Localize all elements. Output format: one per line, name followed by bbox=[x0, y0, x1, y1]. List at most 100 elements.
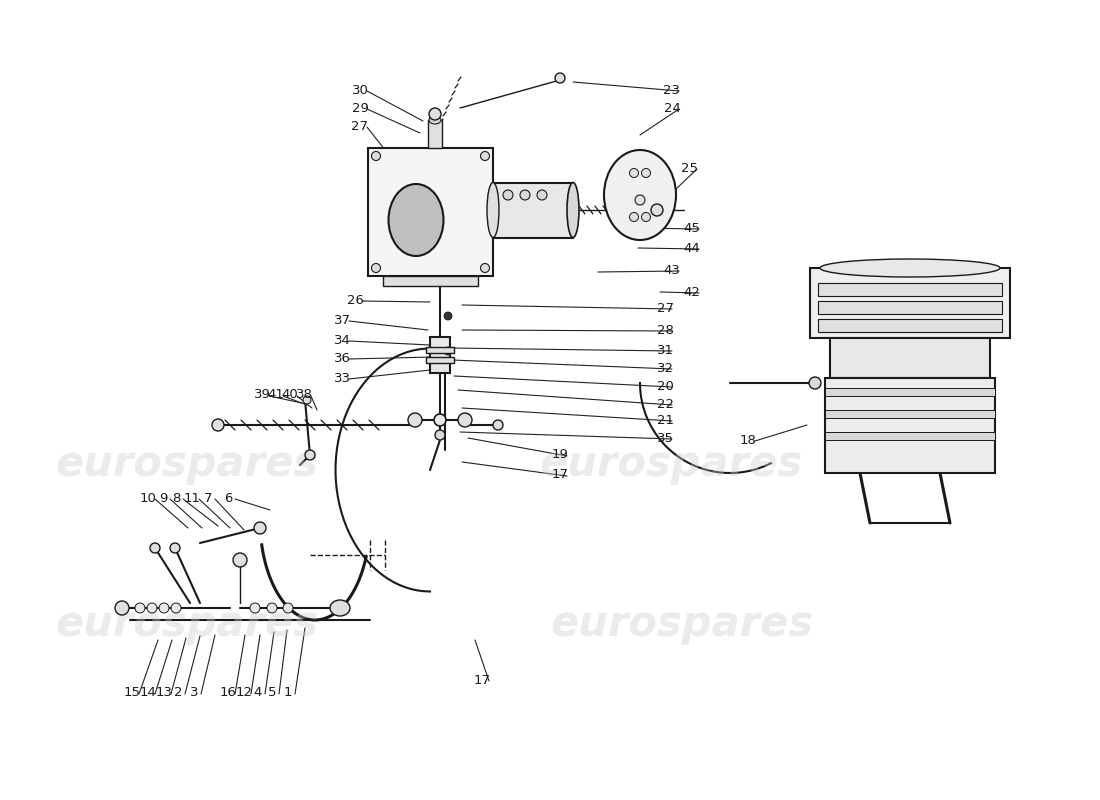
Bar bbox=[825, 388, 996, 396]
Circle shape bbox=[641, 213, 650, 222]
Circle shape bbox=[641, 169, 650, 178]
Circle shape bbox=[808, 377, 821, 389]
Ellipse shape bbox=[487, 182, 499, 238]
Ellipse shape bbox=[566, 182, 579, 238]
Text: 41: 41 bbox=[267, 389, 285, 402]
Bar bbox=[810, 268, 1010, 338]
Bar bbox=[818, 319, 1002, 332]
Text: 45: 45 bbox=[683, 222, 701, 234]
Circle shape bbox=[520, 190, 530, 200]
Bar bbox=[830, 338, 990, 378]
Circle shape bbox=[212, 419, 224, 431]
Circle shape bbox=[372, 151, 381, 161]
Text: 21: 21 bbox=[657, 414, 673, 426]
Text: 17: 17 bbox=[551, 469, 569, 482]
Circle shape bbox=[267, 603, 277, 613]
Text: 36: 36 bbox=[333, 351, 351, 365]
Circle shape bbox=[408, 413, 422, 427]
Text: eurospares: eurospares bbox=[539, 443, 803, 485]
Circle shape bbox=[629, 213, 638, 222]
Text: 26: 26 bbox=[346, 294, 363, 306]
Text: 29: 29 bbox=[352, 102, 368, 114]
Bar bbox=[825, 410, 996, 418]
Text: 44: 44 bbox=[683, 242, 701, 254]
Text: 23: 23 bbox=[663, 83, 681, 97]
Text: 17: 17 bbox=[473, 674, 491, 686]
Text: eurospares: eurospares bbox=[55, 443, 319, 485]
Ellipse shape bbox=[820, 259, 1000, 277]
Circle shape bbox=[444, 312, 452, 320]
Circle shape bbox=[537, 190, 547, 200]
Circle shape bbox=[233, 553, 248, 567]
Circle shape bbox=[429, 108, 441, 120]
Text: 6: 6 bbox=[223, 491, 232, 505]
Bar bbox=[825, 378, 996, 473]
Text: 11: 11 bbox=[184, 491, 200, 505]
Text: 38: 38 bbox=[296, 389, 312, 402]
Text: 42: 42 bbox=[683, 286, 701, 298]
Circle shape bbox=[651, 204, 663, 216]
Bar bbox=[430, 337, 450, 373]
Circle shape bbox=[116, 601, 129, 615]
Text: 13: 13 bbox=[155, 686, 173, 699]
Circle shape bbox=[170, 603, 182, 613]
Ellipse shape bbox=[388, 184, 443, 256]
Circle shape bbox=[254, 522, 266, 534]
Bar bbox=[818, 301, 1002, 314]
Text: 16: 16 bbox=[220, 686, 236, 699]
Ellipse shape bbox=[604, 150, 676, 240]
Circle shape bbox=[305, 450, 315, 460]
Circle shape bbox=[434, 414, 446, 426]
Bar bbox=[426, 347, 454, 353]
Circle shape bbox=[302, 396, 311, 404]
Text: 43: 43 bbox=[663, 263, 681, 277]
Circle shape bbox=[150, 543, 160, 553]
Bar bbox=[818, 283, 1002, 296]
Circle shape bbox=[372, 263, 381, 273]
Bar bbox=[383, 276, 478, 286]
Text: 25: 25 bbox=[682, 162, 698, 174]
Circle shape bbox=[434, 430, 446, 440]
Circle shape bbox=[160, 603, 169, 613]
Text: 19: 19 bbox=[551, 449, 569, 462]
Text: 33: 33 bbox=[333, 371, 351, 385]
Text: 34: 34 bbox=[333, 334, 351, 346]
Text: 18: 18 bbox=[739, 434, 757, 446]
Circle shape bbox=[444, 347, 452, 355]
Text: 24: 24 bbox=[663, 102, 681, 114]
Circle shape bbox=[135, 603, 145, 613]
Text: 9: 9 bbox=[158, 491, 167, 505]
Text: eurospares: eurospares bbox=[55, 603, 319, 645]
Text: 7: 7 bbox=[204, 491, 212, 505]
Circle shape bbox=[283, 603, 293, 613]
Circle shape bbox=[481, 263, 490, 273]
Text: 14: 14 bbox=[140, 686, 156, 699]
Bar bbox=[368, 148, 493, 276]
Text: 20: 20 bbox=[657, 379, 673, 393]
Bar bbox=[493, 183, 573, 238]
Bar bbox=[825, 432, 996, 440]
Circle shape bbox=[250, 603, 260, 613]
Text: 39: 39 bbox=[254, 389, 271, 402]
Text: 22: 22 bbox=[657, 398, 673, 410]
Text: 32: 32 bbox=[657, 362, 673, 374]
Circle shape bbox=[147, 603, 157, 613]
Text: 40: 40 bbox=[282, 389, 298, 402]
Bar bbox=[428, 120, 442, 148]
Ellipse shape bbox=[429, 116, 441, 124]
Circle shape bbox=[503, 190, 513, 200]
Circle shape bbox=[481, 151, 490, 161]
Text: 30: 30 bbox=[352, 83, 368, 97]
Text: 2: 2 bbox=[174, 686, 183, 699]
Text: 5: 5 bbox=[267, 686, 276, 699]
Text: 31: 31 bbox=[657, 343, 673, 357]
Text: 10: 10 bbox=[140, 491, 156, 505]
Circle shape bbox=[635, 195, 645, 205]
Text: 37: 37 bbox=[333, 314, 351, 326]
Text: 8: 8 bbox=[172, 491, 180, 505]
Text: 12: 12 bbox=[235, 686, 253, 699]
Text: 35: 35 bbox=[657, 431, 673, 445]
Text: 1: 1 bbox=[284, 686, 293, 699]
Text: eurospares: eurospares bbox=[550, 603, 814, 645]
Circle shape bbox=[556, 73, 565, 83]
